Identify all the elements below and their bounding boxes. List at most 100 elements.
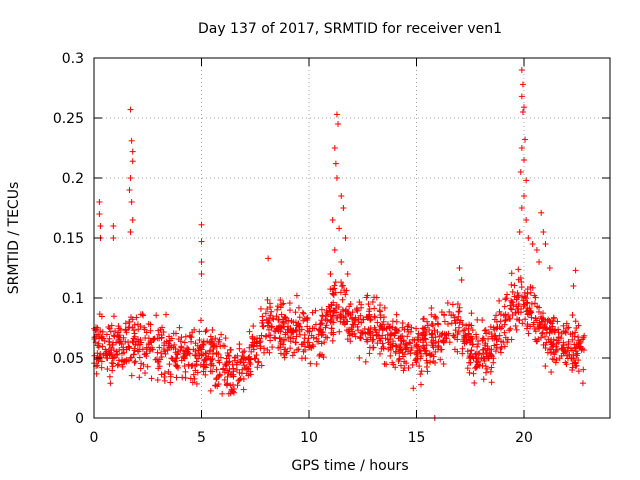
data-point [393, 311, 400, 318]
data-point [529, 241, 536, 247]
data-point [198, 352, 205, 359]
data-point [118, 350, 125, 357]
data-point [98, 313, 105, 320]
data-point [454, 348, 461, 355]
data-point [445, 330, 452, 337]
data-point [580, 366, 587, 373]
data-point [417, 381, 424, 388]
data-point [521, 104, 527, 111]
data-point [196, 344, 203, 351]
data-point [267, 332, 274, 339]
data-point [470, 370, 477, 377]
data-point [197, 317, 204, 324]
data-point [106, 350, 113, 357]
data-point [331, 247, 338, 253]
data-point [284, 326, 291, 333]
data-point [573, 362, 580, 369]
data-point [123, 346, 130, 353]
data-point [160, 328, 167, 335]
data-point [364, 314, 371, 321]
data-point [162, 350, 169, 357]
data-point [527, 289, 534, 296]
data-point [318, 340, 325, 347]
data-point [178, 357, 185, 364]
data-point [558, 352, 565, 359]
data-point [524, 290, 531, 297]
data-point [253, 342, 260, 349]
data-point [515, 301, 522, 308]
data-point [572, 267, 579, 274]
data-point [304, 327, 311, 334]
data-point [570, 283, 577, 289]
data-point [426, 326, 433, 333]
data-point [528, 314, 535, 321]
data-point [395, 358, 402, 365]
data-point [277, 338, 284, 345]
data-point [203, 350, 210, 357]
data-point [207, 387, 214, 394]
data-point [324, 317, 331, 324]
data-point [212, 382, 219, 389]
data-point [492, 348, 499, 355]
data-point [572, 318, 579, 325]
data-point [344, 271, 351, 277]
data-point [216, 359, 223, 366]
data-point [255, 358, 262, 365]
data-point [470, 355, 477, 362]
data-point [344, 318, 351, 325]
data-point [575, 337, 582, 344]
data-point [533, 247, 540, 253]
data-point [229, 388, 236, 395]
data-point [563, 320, 570, 327]
data-point [246, 359, 253, 366]
data-point [253, 352, 260, 359]
data-point [434, 320, 441, 327]
data-point [464, 348, 471, 355]
data-point [467, 337, 474, 344]
data-point [550, 317, 557, 324]
data-point [158, 371, 165, 378]
data-point [110, 332, 117, 339]
data-point [464, 365, 471, 372]
data-point [511, 293, 518, 300]
data-point [236, 369, 243, 376]
data-point [420, 344, 427, 351]
data-point [180, 347, 187, 354]
x-tick-label: 5 [197, 430, 206, 446]
data-point [234, 382, 241, 389]
data-point [318, 329, 325, 336]
data-point [191, 375, 198, 382]
data-point [298, 355, 305, 362]
data-point [571, 333, 578, 340]
data-point [313, 361, 320, 368]
data-point [328, 302, 335, 309]
data-point [143, 350, 150, 357]
data-point [196, 328, 203, 335]
data-point [167, 337, 174, 344]
data-point [417, 348, 424, 355]
data-point [525, 235, 532, 241]
data-point [145, 340, 152, 347]
data-point [493, 312, 500, 319]
data-point [418, 368, 425, 375]
data-point [534, 303, 541, 310]
data-point [147, 321, 154, 328]
data-point [270, 316, 277, 323]
data-point [120, 334, 127, 341]
data-point [463, 322, 470, 329]
data-point [484, 345, 491, 352]
data-point [377, 322, 384, 329]
data-point [491, 316, 498, 323]
data-point [305, 339, 312, 346]
data-point [258, 362, 265, 369]
data-point [157, 326, 164, 333]
data-point [293, 339, 300, 346]
data-point [502, 316, 509, 323]
data-point [207, 333, 214, 340]
data-point [423, 342, 430, 349]
data-point [120, 344, 127, 351]
data-point [468, 310, 475, 317]
data-point [395, 328, 402, 335]
data-point [369, 344, 376, 351]
data-point [446, 339, 453, 346]
